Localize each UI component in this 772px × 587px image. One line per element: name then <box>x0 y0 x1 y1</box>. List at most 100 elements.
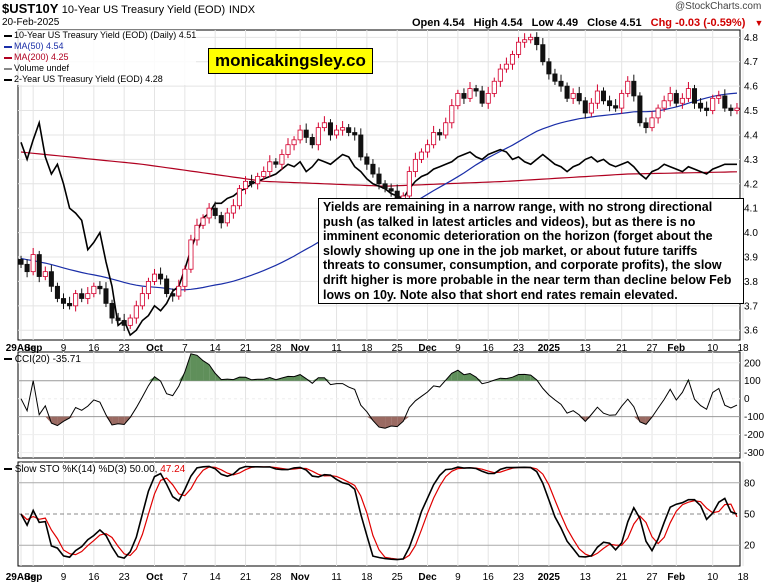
candle-body <box>158 273 164 280</box>
candle-body <box>716 95 722 99</box>
candle-body <box>255 176 261 185</box>
candle-body <box>18 259 24 265</box>
candle-body <box>194 224 200 241</box>
down-triangle-icon: ▼ <box>754 18 764 28</box>
candle-body <box>607 100 613 107</box>
high-value: High 4.54 <box>473 17 523 29</box>
candle-body <box>303 129 309 138</box>
candle-body <box>170 293 176 297</box>
cci-fill <box>209 364 216 381</box>
candle-body <box>200 217 206 226</box>
candle-body <box>30 254 36 273</box>
candle-body <box>36 254 42 277</box>
candle-body <box>509 54 516 65</box>
sto-d-line <box>20 466 738 560</box>
candle-body <box>485 93 491 104</box>
cci-fill <box>385 416 392 429</box>
x-tick-label-bottom: Nov <box>291 572 310 583</box>
candle-body <box>534 36 540 46</box>
candle-body <box>431 132 437 146</box>
cci-fill <box>203 360 210 381</box>
candle-body <box>698 102 704 109</box>
cci-fill <box>318 377 325 381</box>
cci-fill <box>281 376 288 381</box>
candle-body <box>249 180 255 185</box>
cci-fill <box>536 379 543 381</box>
candle-body <box>734 107 740 111</box>
x-tick-label-bottom: 21 <box>616 572 628 583</box>
chart-date: 20-Feb-2025 <box>2 17 60 28</box>
candle-body <box>206 207 212 219</box>
candle-body <box>728 107 734 111</box>
cci-fill <box>287 376 295 381</box>
symbol-ticker: $UST10Y <box>2 1 59 16</box>
cci-fill <box>190 353 197 381</box>
cci-fill <box>294 374 301 381</box>
candle-body <box>588 102 594 114</box>
cci-panel-frame <box>17 351 741 459</box>
cci-tick-label: -100 <box>744 412 764 423</box>
x-tick-label-bottom: Feb <box>667 572 685 583</box>
cci-fill <box>457 370 464 381</box>
price-tick-label: 4.6 <box>744 82 758 93</box>
cci-fill <box>439 380 446 381</box>
candle-body <box>340 127 346 131</box>
cci-fill <box>463 373 471 381</box>
x-tick-label: 28 <box>270 343 282 354</box>
candle-body <box>546 61 552 75</box>
cci-tick-label: 0 <box>744 394 750 405</box>
cci-fill <box>57 416 64 426</box>
sto-label: Slow STO %K(14) %D(3) 50.00, 47.24 <box>4 464 185 475</box>
price-tick-label: 4.0 <box>744 228 758 239</box>
candle-body <box>679 97 685 104</box>
candle-body <box>279 154 285 165</box>
candle-body <box>364 156 370 165</box>
candle-body <box>437 132 443 136</box>
price-legend: 10-Year US Treasury Yield (EOD) (Daily) … <box>4 30 197 85</box>
candle-body <box>236 188 242 207</box>
candle-body <box>115 317 121 321</box>
x-tick-label-bottom: 16 <box>88 572 100 583</box>
cci-fill <box>682 379 689 381</box>
cci-fill <box>391 416 398 427</box>
x-tick-label: 16 <box>88 343 100 354</box>
candle-body <box>97 285 103 290</box>
candle-body <box>673 93 679 104</box>
candle-body <box>516 41 522 55</box>
candle-body <box>473 88 479 92</box>
candle-body <box>182 268 188 287</box>
cci-fill <box>512 374 519 381</box>
x-tick-label: 18 <box>361 343 373 354</box>
candle-body <box>455 93 461 107</box>
symbol-title: $UST10Y 10-Year US Treasury Yield (EOD) … <box>2 1 255 16</box>
x-tick-label: 23 <box>119 343 131 354</box>
candle-body <box>334 129 340 136</box>
candle-body <box>600 90 607 102</box>
x-tick-label: 16 <box>483 343 495 354</box>
candle-body <box>467 88 473 99</box>
price-tick-label: 3.7 <box>744 301 758 312</box>
cci-tick-label: 200 <box>744 358 761 369</box>
x-tick-label: Sep <box>24 343 42 354</box>
candle-body <box>164 278 170 295</box>
price-tick-label: 3.6 <box>744 326 758 337</box>
candle-body <box>522 39 528 43</box>
candle-body <box>291 139 297 146</box>
x-tick-label: 21 <box>240 343 252 354</box>
chart-credit: @StockCharts.com <box>675 1 762 12</box>
cci-fill <box>178 372 185 381</box>
cci-fill <box>688 379 695 381</box>
candle-body <box>218 215 224 224</box>
candle-body <box>479 90 485 104</box>
candle-body <box>48 271 54 287</box>
candle-body <box>491 80 497 94</box>
cci-fill <box>470 373 477 381</box>
candle-body <box>188 239 194 270</box>
x-tick-label: 14 <box>210 343 222 354</box>
low-value: Low 4.49 <box>531 17 579 29</box>
cci-fill <box>118 416 125 425</box>
x-tick-label: 9 <box>455 343 461 354</box>
x-tick-label: Oct <box>146 343 163 354</box>
candle-body <box>321 122 327 129</box>
price-tick-label: 4.1 <box>744 204 758 215</box>
